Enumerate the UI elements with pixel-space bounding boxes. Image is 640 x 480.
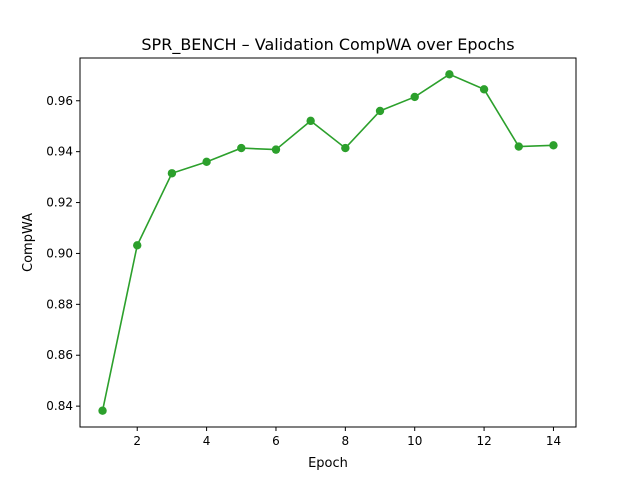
x-tick-label: 6	[272, 434, 280, 448]
y-tick-label: 0.90	[46, 246, 73, 260]
x-tick-label: 10	[407, 434, 422, 448]
y-axis: 0.84 0.86 0.88 0.90 0.92 0.94 0.96	[46, 94, 80, 413]
plot-area	[98, 70, 558, 415]
data-point	[410, 92, 419, 102]
chart-title: SPR_BENCH – Validation CompWA over Epoch…	[141, 35, 514, 55]
y-tick-label: 0.86	[46, 348, 73, 362]
y-tick-label: 0.94	[46, 145, 73, 159]
x-axis-label: Epoch	[308, 456, 348, 471]
data-point	[479, 85, 489, 94]
x-tick-label: 2	[133, 434, 141, 448]
data-point	[133, 241, 142, 250]
data-point	[98, 406, 107, 415]
y-axis-label: CompWA	[21, 213, 36, 272]
data-point	[341, 143, 350, 153]
x-tick-label: 12	[476, 434, 491, 448]
data-point	[202, 157, 211, 167]
y-tick-label: 0.84	[46, 399, 73, 413]
y-tick-label: 0.96	[46, 94, 73, 108]
y-tick-label: 0.92	[46, 196, 73, 210]
data-point	[306, 116, 315, 126]
x-tick-label: 14	[546, 434, 561, 448]
x-tick-label: 8	[342, 434, 350, 448]
plot-frame	[79, 57, 577, 428]
data-point	[514, 142, 523, 151]
data-point	[375, 106, 385, 116]
y-tick-label: 0.88	[46, 297, 73, 311]
x-axis: 2 4 6 8 10 12 14	[133, 427, 561, 448]
series-line	[101, 73, 554, 411]
x-tick-label: 4	[203, 434, 211, 448]
data-point	[445, 70, 454, 79]
data-point	[237, 143, 246, 153]
data-point	[549, 141, 558, 150]
data-point	[271, 145, 281, 154]
data-point	[167, 169, 177, 178]
